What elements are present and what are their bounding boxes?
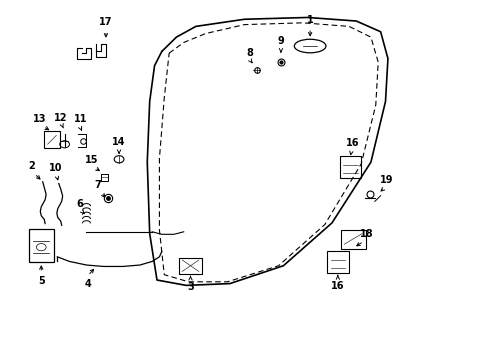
- Text: 15: 15: [84, 155, 98, 165]
- Text: 4: 4: [84, 279, 91, 289]
- Text: 8: 8: [245, 48, 252, 58]
- Text: 12: 12: [54, 113, 67, 123]
- Text: 2: 2: [28, 161, 35, 171]
- Text: 18: 18: [360, 229, 373, 239]
- Text: 13: 13: [33, 113, 46, 123]
- Text: 6: 6: [77, 199, 83, 208]
- Text: 16: 16: [330, 281, 344, 291]
- Text: 3: 3: [187, 282, 194, 292]
- Text: 1: 1: [306, 15, 313, 25]
- Text: 7: 7: [94, 180, 101, 190]
- Text: 14: 14: [112, 137, 125, 147]
- Text: 19: 19: [380, 175, 393, 185]
- Text: 5: 5: [38, 276, 44, 286]
- Text: 11: 11: [74, 114, 87, 124]
- Text: 17: 17: [99, 17, 112, 27]
- Text: 10: 10: [49, 163, 62, 173]
- Text: 16: 16: [345, 138, 359, 148]
- Text: 9: 9: [277, 36, 284, 46]
